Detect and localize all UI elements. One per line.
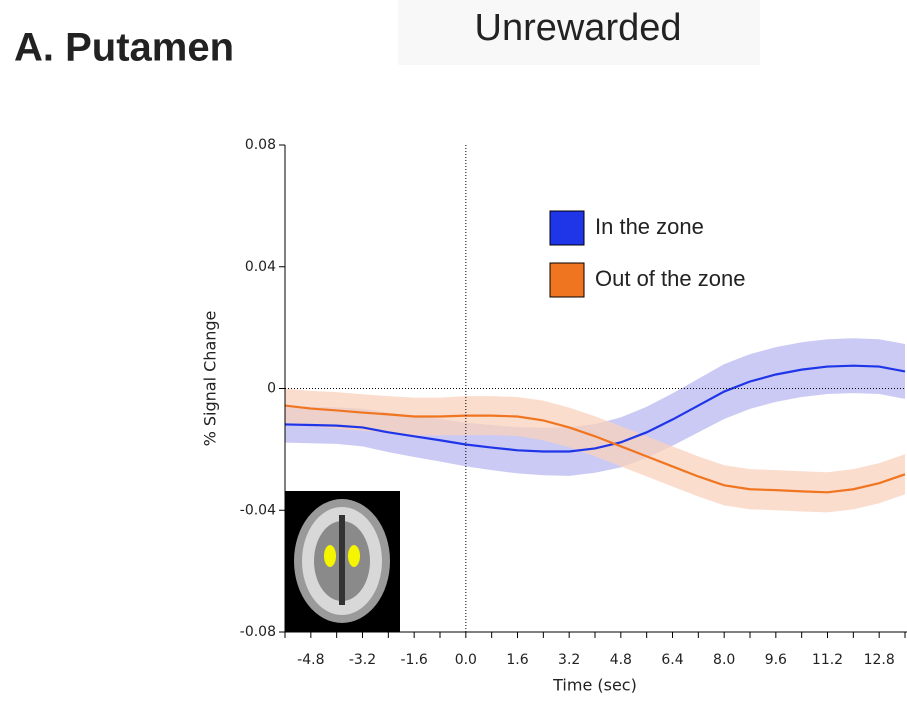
x-tick-label: 3.2 (558, 652, 580, 668)
x-tick-label: 11.2 (812, 652, 843, 668)
x-tick-label: -1.6 (401, 652, 428, 668)
y-tick-label: 0.08 (245, 137, 276, 153)
line (284, 364, 906, 453)
x-tick-label: -4.8 (297, 652, 324, 668)
x-tick-label: 4.8 (610, 652, 632, 668)
error-band (285, 338, 905, 476)
line (284, 404, 906, 494)
x-tick-label: 9.6 (765, 652, 787, 668)
y-tick-label: -0.04 (240, 502, 276, 518)
subtitle: Unrewarded (475, 7, 682, 49)
y-tick-label: -0.08 (240, 624, 276, 640)
chart-title: A. Putamen (14, 26, 234, 70)
x-tick-label: 12.8 (864, 652, 895, 668)
error-band (285, 388, 905, 513)
legend-label: Out of the zone (595, 266, 745, 291)
legend-swatch (549, 262, 585, 298)
legend-swatch (549, 210, 585, 246)
x-tick-label: 1.6 (506, 652, 528, 668)
x-axis-title: Time (sec) (552, 676, 637, 695)
x-tick-label: 6.4 (661, 652, 683, 668)
subtitle-box (398, 0, 760, 65)
y-axis-title: % Signal Change (201, 311, 220, 447)
x-tick-label: 0.0 (455, 652, 477, 668)
legend-label: In the zone (595, 214, 704, 239)
x-tick-label: 8.0 (713, 652, 735, 668)
brain-inset (285, 491, 400, 632)
y-tick-label: 0.04 (245, 259, 276, 275)
y-tick-label: 0 (267, 381, 276, 397)
x-tick-label: -3.2 (349, 652, 376, 668)
